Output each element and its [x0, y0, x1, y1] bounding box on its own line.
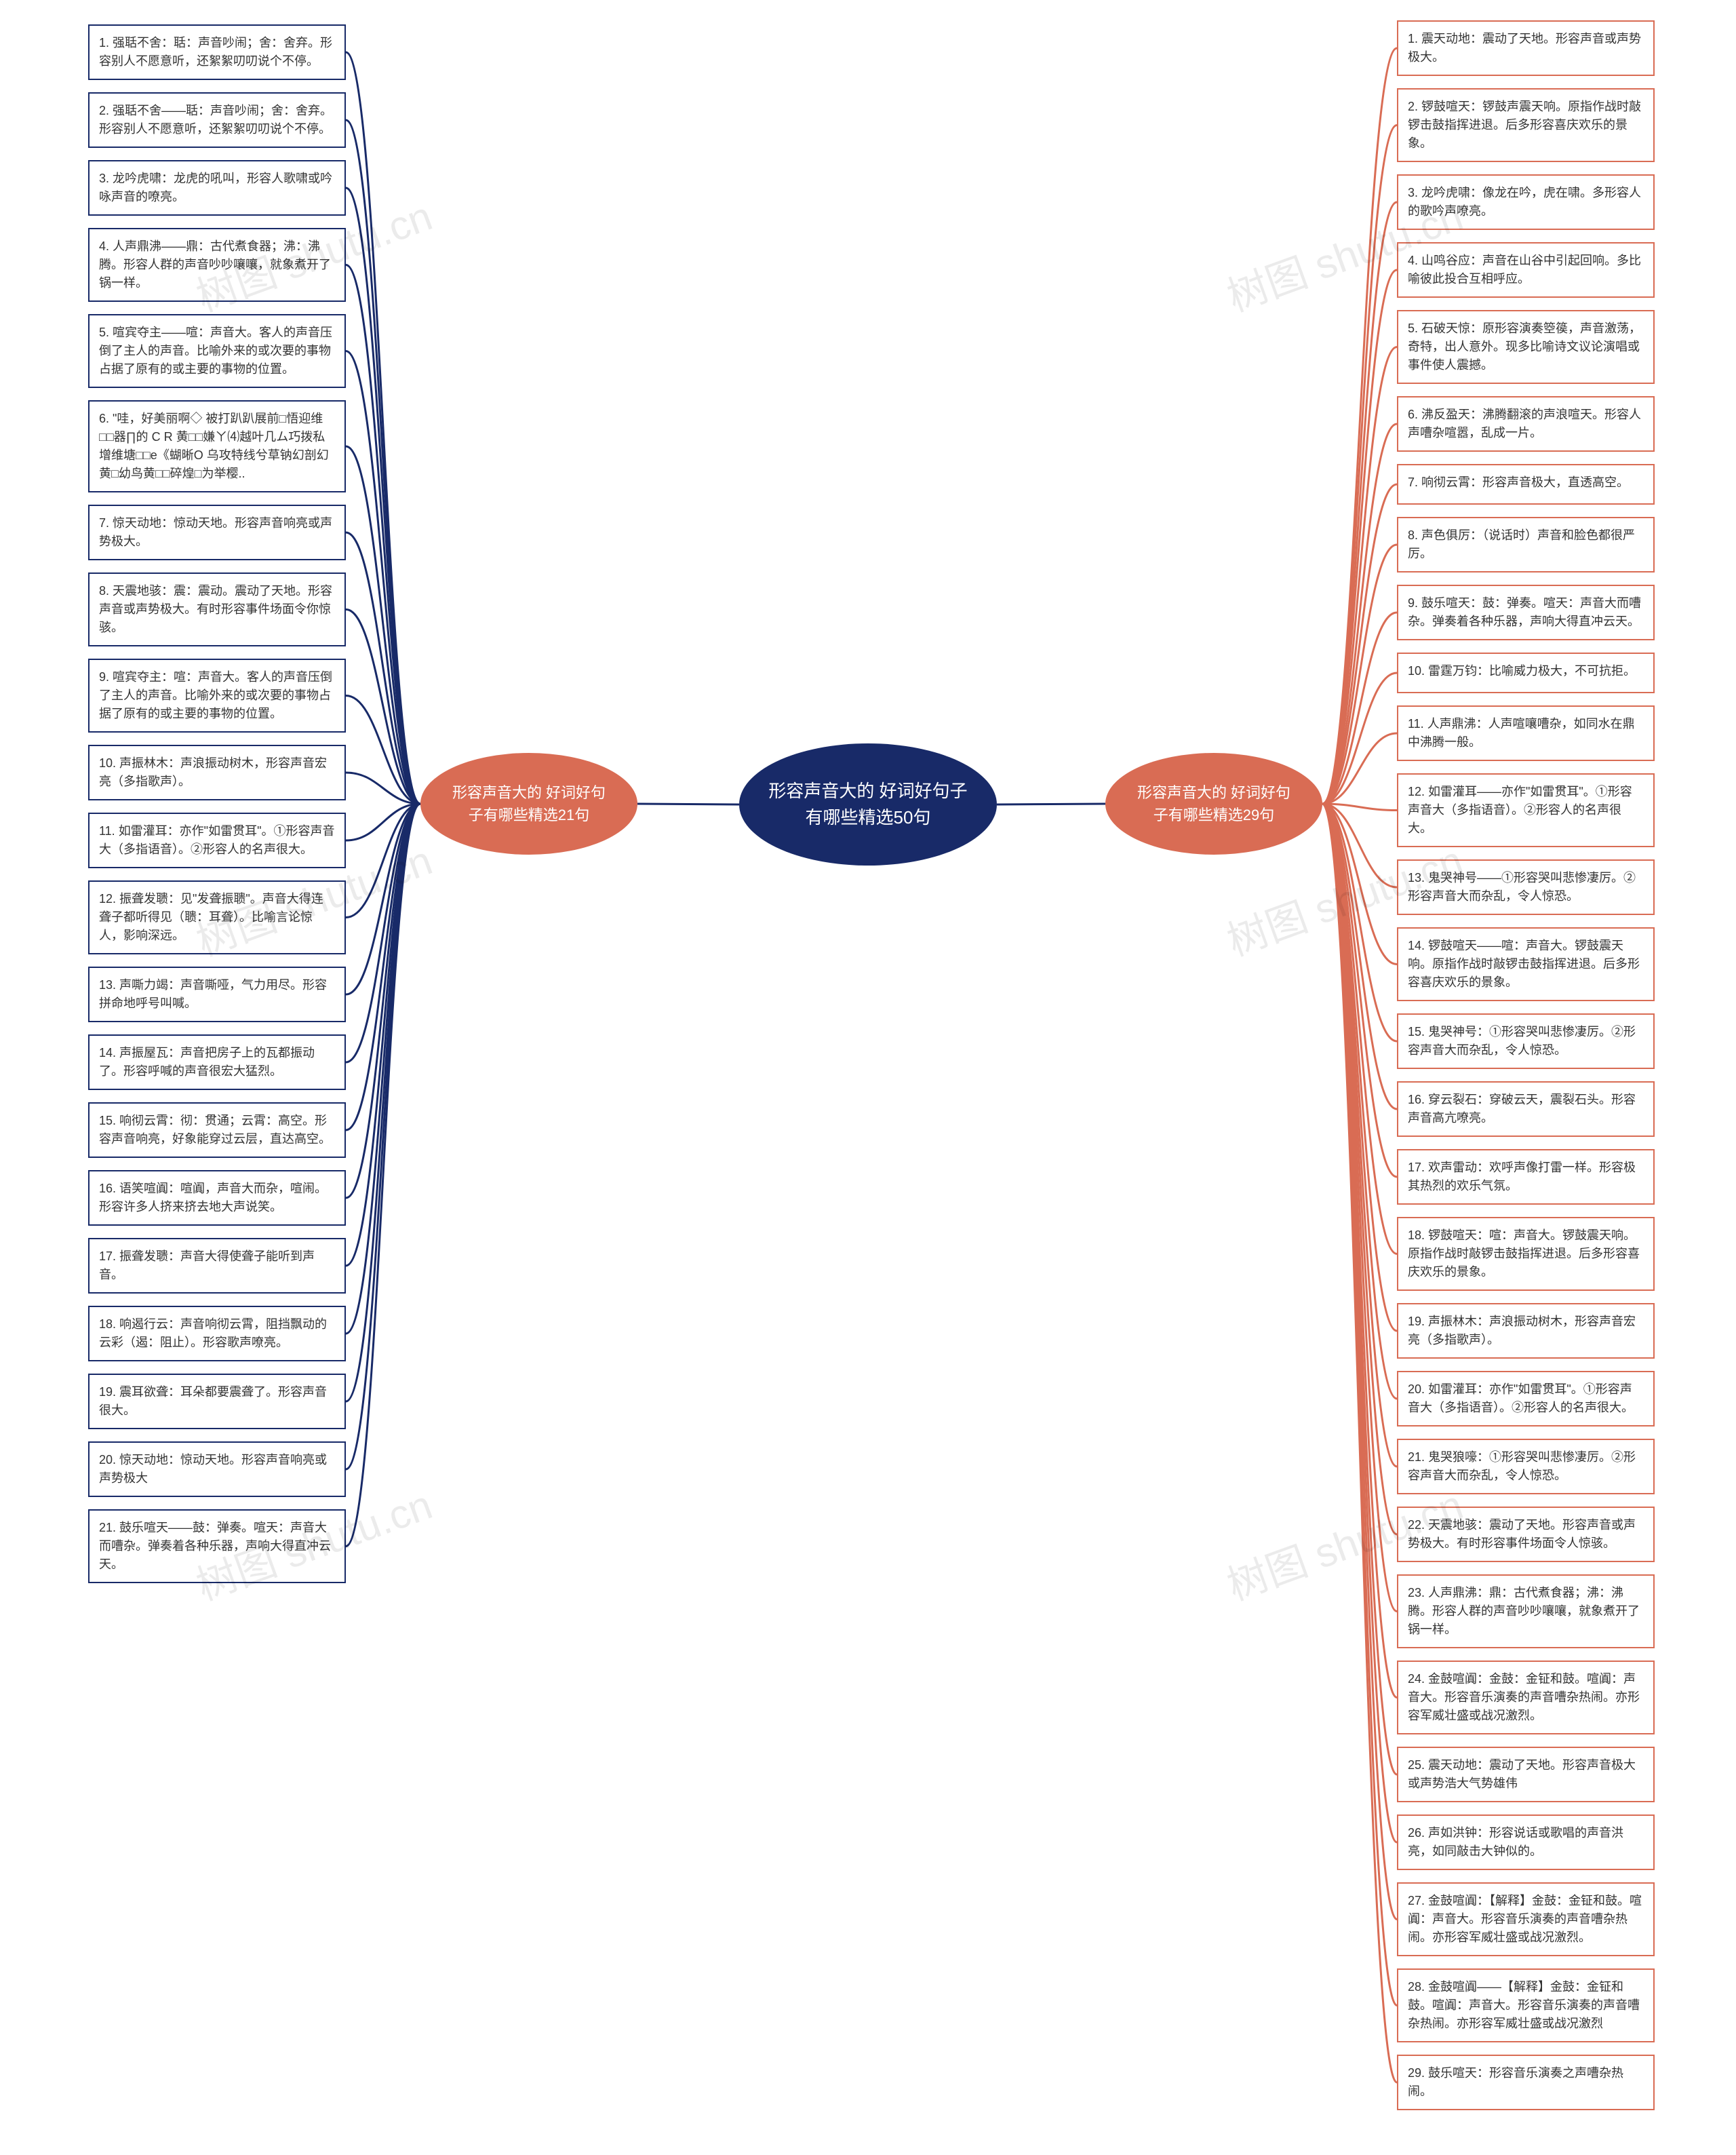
right-branch-node: 形容声音大的 好词好句子有哪些精选29句 [1105, 753, 1322, 855]
leaf-item: 13. 声嘶力竭：声音嘶哑，气力用尽。形容拼命地呼号叫喊。 [88, 967, 346, 1022]
leaf-item: 15. 响彻云霄：彻：贯通；云霄：高空。形容声音响亮，好象能穿过云层，直达高空。 [88, 1102, 346, 1158]
leaf-item: 17. 振聋发聩：声音大得使聋子能听到声音。 [88, 1238, 346, 1294]
leaf-item: 28. 金鼓喧阗——【解释】金鼓：金钲和鼓。喧阗：声音大。形容音乐演奏的声音嘈杂… [1397, 1968, 1655, 2042]
leaf-item: 15. 鬼哭神号：①形容哭叫悲惨凄厉。②形容声音大而杂乱，令人惊恐。 [1397, 1013, 1655, 1069]
leaf-item: 11. 如雷灌耳：亦作"如雷贯耳"。①形容声音大（多指语音）。②形容人的名声很大… [88, 813, 346, 868]
leaf-item: 3. 龙吟虎啸：龙虎的吼叫，形容人歌啸或吟咏声音的嘹亮。 [88, 160, 346, 216]
leaf-item: 17. 欢声雷动：欢呼声像打雷一样。形容极其热烈的欢乐气氛。 [1397, 1149, 1655, 1205]
leaf-item: 18. 响遏行云：声音响彻云霄，阻挡飘动的云彩（遏：阻止）。形容歌声嘹亮。 [88, 1306, 346, 1361]
center-node: 形容声音大的 好词好句子有哪些精选50句 [739, 743, 997, 866]
leaf-item: 5. 喧宾夺主——喧：声音大。客人的声音压倒了主人的声音。比喻外来的或次要的事物… [88, 314, 346, 388]
leaf-item: 5. 石破天惊：原形容演奏箜篌，声音激荡，奇特，出人意外。现多比喻诗文议论演唱或… [1397, 310, 1655, 384]
leaf-item: 11. 人声鼎沸：人声喧嚷嘈杂，如同水在鼎中沸腾一般。 [1397, 705, 1655, 761]
leaf-item: 2. 强聒不舍——聒：声音吵闹；舍：舍弃。形容别人不愿意听，还絮絮叨叨说个不停。 [88, 92, 346, 148]
leaf-item: 12. 振聋发聩：见"发聋振聩"。声音大得连聋子都听得见（聩：耳聋）。比喻言论惊… [88, 880, 346, 954]
leaf-item: 24. 金鼓喧阗：金鼓：金钲和鼓。喧阗：声音大。形容音乐演奏的声音嘈杂热闹。亦形… [1397, 1661, 1655, 1734]
leaf-item: 14. 锣鼓喧天——喧：声音大。锣鼓震天响。原指作战时敲锣击鼓指挥进退。后多形容… [1397, 927, 1655, 1001]
leaf-item: 26. 声如洪钟：形容说话或歌唱的声音洪亮，如同敲击大钟似的。 [1397, 1814, 1655, 1870]
center-label: 形容声音大的 好词好句子有哪些精选50句 [766, 778, 970, 831]
leaf-item: 6. 沸反盈天：沸腾翻滚的声浪喧天。形容人声嘈杂喧嚣，乱成一片。 [1397, 396, 1655, 452]
leaf-item: 6. "哇，好美丽啊◇ 被打趴趴展前□悟迎维□□器∏的 C R 黄□□嫌ㄚ⑷越叶… [88, 400, 346, 492]
leaf-item: 8. 声色俱厉：（说话时）声音和脸色都很严厉。 [1397, 517, 1655, 572]
leaf-item: 8. 天震地骇：震：震动。震动了天地。形容声音或声势极大。有时形容事件场面令你惊… [88, 572, 346, 646]
leaf-item: 25. 震天动地：震动了天地。形容声音极大或声势浩大气势雄伟 [1397, 1747, 1655, 1802]
leaf-item: 29. 鼓乐喧天：形容音乐演奏之声嘈杂热闹。 [1397, 2055, 1655, 2110]
leaf-item: 1. 强聒不舍：聒：声音吵闹；舍：舍弃。形容别人不愿意听，还絮絮叨叨说个不停。 [88, 24, 346, 80]
left-branch-node: 形容声音大的 好词好句子有哪些精选21句 [420, 753, 637, 855]
leaf-item: 2. 锣鼓喧天：锣鼓声震天响。原指作战时敲锣击鼓指挥进退。后多形容喜庆欢乐的景象… [1397, 88, 1655, 162]
leaf-item: 16. 语笑喧阗：喧阗，声音大而杂，喧闹。形容许多人挤来挤去地大声说笑。 [88, 1170, 346, 1226]
left-branch-label: 形容声音大的 好词好句子有哪些精选21句 [448, 781, 610, 826]
leaf-item: 22. 天震地骇：震动了天地。形容声音或声势极大。有时形容事件场面令人惊骇。 [1397, 1507, 1655, 1562]
leaf-item: 10. 声振林木：声浪振动树木，形容声音宏亮（多指歌声）。 [88, 745, 346, 800]
leaf-item: 18. 锣鼓喧天：喧：声音大。锣鼓震天响。原指作战时敲锣击鼓指挥进退。后多形容喜… [1397, 1217, 1655, 1291]
leaf-item: 13. 鬼哭神号——①形容哭叫悲惨凄厉。②形容声音大而杂乱，令人惊恐。 [1397, 859, 1655, 915]
leaf-item: 7. 响彻云霄：形容声音极大，直透高空。 [1397, 464, 1655, 505]
leaf-item: 4. 山鸣谷应：声音在山谷中引起回响。多比喻彼此投合互相呼应。 [1397, 242, 1655, 298]
leaf-item: 20. 惊天动地：惊动天地。形容声音响亮或声势极大 [88, 1441, 346, 1497]
leaf-item: 21. 鬼哭狼嚎：①形容哭叫悲惨凄厉。②形容声音大而杂乱，令人惊恐。 [1397, 1439, 1655, 1494]
leaf-item: 19. 声振林木：声浪振动树木，形容声音宏亮（多指歌声）。 [1397, 1303, 1655, 1359]
leaf-item: 9. 鼓乐喧天：鼓：弹奏。喧天：声音大而嘈杂。弹奏着各种乐器，声响大得直冲云天。 [1397, 585, 1655, 640]
leaf-item: 12. 如雷灌耳——亦作"如雷贯耳"。①形容声音大（多指语音）。②形容人的名声很… [1397, 773, 1655, 847]
leaf-item: 9. 喧宾夺主：喧：声音大。客人的声音压倒了主人的声音。比喻外来的或次要的事物占… [88, 659, 346, 733]
right-branch-label: 形容声音大的 好词好句子有哪些精选29句 [1132, 781, 1295, 826]
leaf-item: 4. 人声鼎沸——鼎：古代煮食器；沸：沸腾。形容人群的声音吵吵嚷嚷，就象煮开了锅… [88, 228, 346, 302]
leaf-item: 20. 如雷灌耳：亦作"如雷贯耳"。①形容声音大（多指语音）。②形容人的名声很大… [1397, 1371, 1655, 1426]
leaf-item: 3. 龙吟虎啸：像龙在吟，虎在啸。多形容人的歌吟声嘹亮。 [1397, 174, 1655, 230]
leaf-item: 23. 人声鼎沸：鼎：古代煮食器；沸：沸腾。形容人群的声音吵吵嚷嚷，就象煮开了锅… [1397, 1574, 1655, 1648]
leaf-item: 16. 穿云裂石：穿破云天，震裂石头。形容声音高亢嘹亮。 [1397, 1081, 1655, 1137]
leaf-item: 10. 雷霆万钧：比喻威力极大，不可抗拒。 [1397, 653, 1655, 693]
leaf-item: 21. 鼓乐喧天——鼓：弹奏。喧天：声音大而嘈杂。弹奏着各种乐器，声响大得直冲云… [88, 1509, 346, 1583]
leaf-item: 14. 声振屋瓦：声音把房子上的瓦都振动了。形容呼喊的声音很宏大猛烈。 [88, 1034, 346, 1090]
leaf-item: 7. 惊天动地：惊动天地。形容声音响亮或声势极大。 [88, 505, 346, 560]
leaf-item: 19. 震耳欲聋：耳朵都要震聋了。形容声音很大。 [88, 1374, 346, 1429]
leaf-item: 1. 震天动地：震动了天地。形容声音或声势极大。 [1397, 20, 1655, 76]
leaf-item: 27. 金鼓喧阗：【解释】金鼓：金钲和鼓。喧阗：声音大。形容音乐演奏的声音嘈杂热… [1397, 1882, 1655, 1956]
